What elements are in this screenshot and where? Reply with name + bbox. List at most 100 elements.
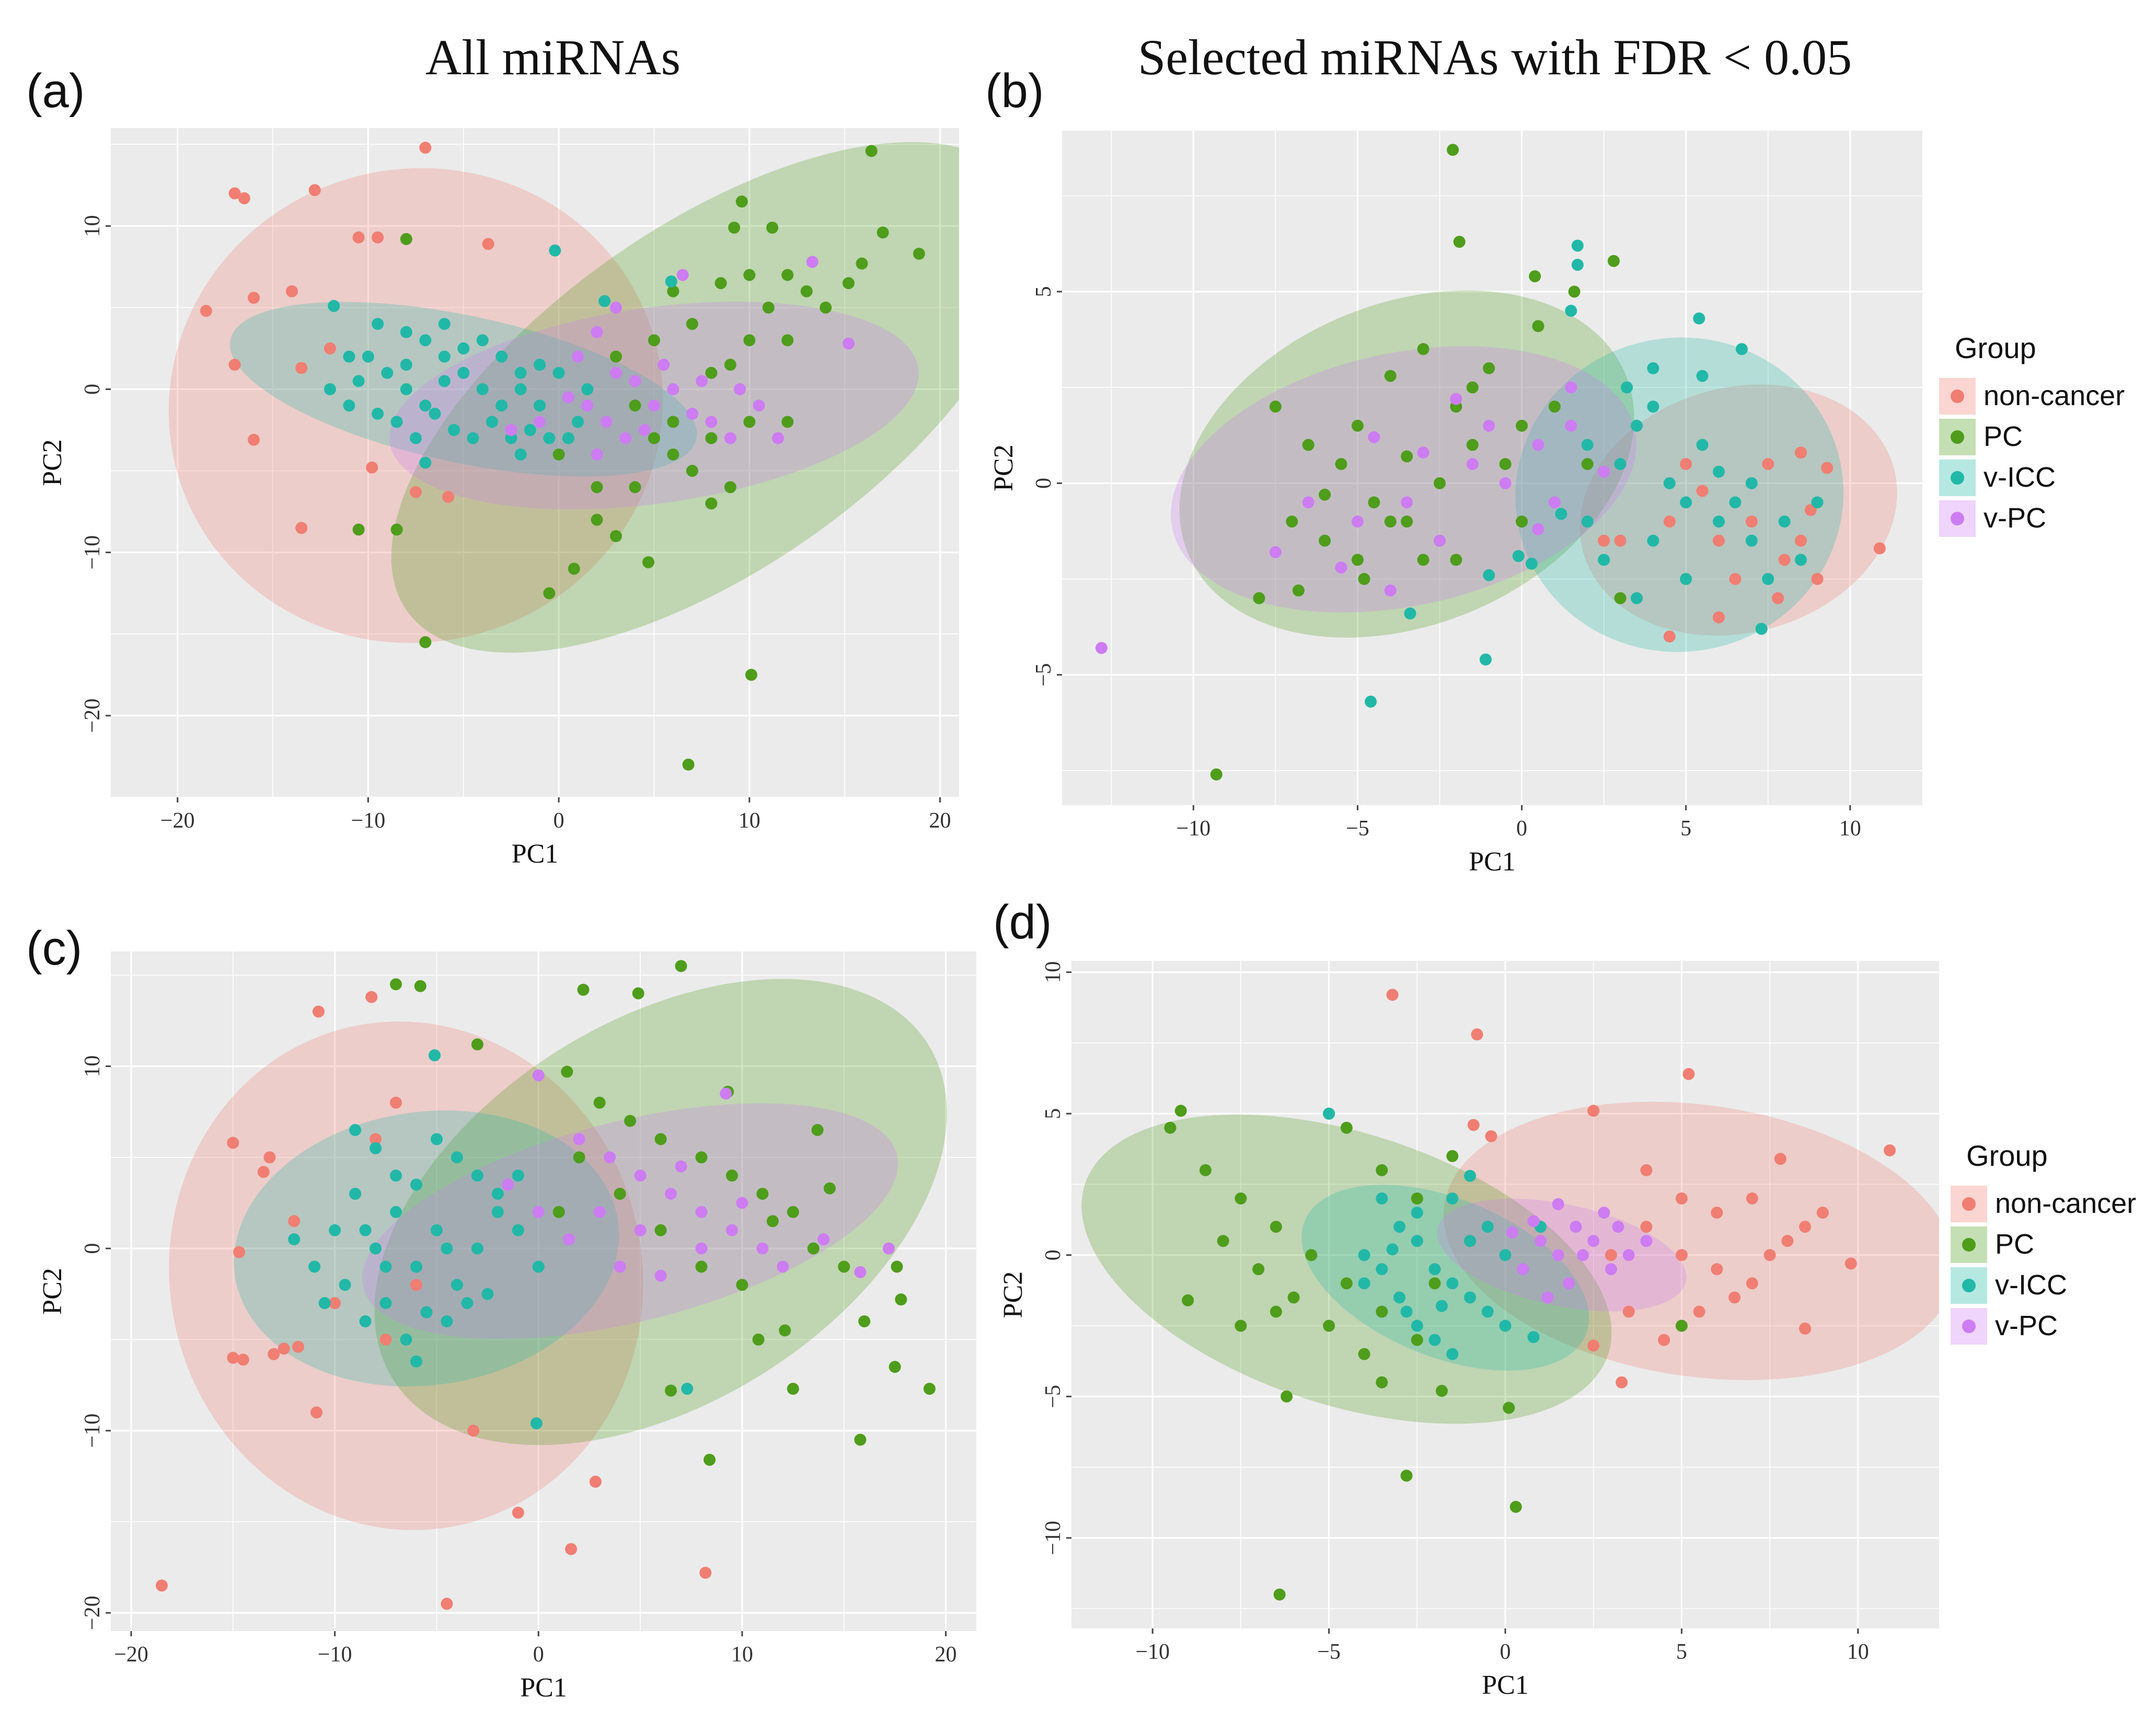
data-point-v-PC xyxy=(1368,431,1380,443)
y-axis-title: PC2 xyxy=(38,439,67,486)
data-point-PC xyxy=(856,257,868,270)
data-point-PC xyxy=(735,195,748,208)
data-point-non-cancer xyxy=(1598,534,1610,547)
data-point-v-ICC xyxy=(1555,508,1567,520)
data-point-PC xyxy=(1286,515,1298,528)
x-axis-title: PC1 xyxy=(1482,1670,1529,1700)
data-point-v-PC xyxy=(619,432,632,444)
y-tick-label: 0 xyxy=(80,384,105,395)
data-point-v-ICC xyxy=(476,383,489,396)
data-point-v-ICC xyxy=(308,1260,321,1273)
confidence-ellipse-v-ICC xyxy=(229,302,697,477)
legend-label-v-ICC: v-ICC xyxy=(1984,462,2056,493)
data-point-PC xyxy=(1607,255,1620,267)
data-point-v-ICC xyxy=(379,1297,392,1310)
data-point-v-PC xyxy=(532,1069,545,1082)
data-point-v-ICC xyxy=(1400,1305,1413,1318)
data-point-non-cancer xyxy=(329,1297,341,1310)
data-point-v-ICC xyxy=(1696,370,1709,382)
data-point-v-ICC xyxy=(359,1224,372,1236)
data-point-PC xyxy=(1235,1320,1247,1332)
legend-label-v-PC: v-PC xyxy=(1995,1310,2058,1341)
data-point-PC xyxy=(591,481,603,494)
data-point-v-PC xyxy=(705,416,718,428)
data-point-v-PC xyxy=(1552,1249,1564,1261)
data-point-PC xyxy=(745,669,757,681)
data-point-PC xyxy=(842,277,855,290)
data-point-PC xyxy=(1235,1192,1247,1205)
data-point-v-ICC xyxy=(530,1417,543,1430)
data-point-non-cancer xyxy=(1795,446,1807,459)
data-point-v-ICC xyxy=(390,416,403,428)
data-point-PC xyxy=(1292,584,1305,597)
x-tick-label: −5 xyxy=(1317,1640,1341,1664)
data-point-non-cancer xyxy=(257,1166,270,1178)
data-point-non-cancer xyxy=(1811,573,1824,586)
data-point-v-PC xyxy=(610,366,622,379)
data-point-v-ICC xyxy=(1755,623,1768,635)
data-point-PC xyxy=(865,145,878,157)
data-point-v-ICC xyxy=(1565,304,1577,317)
legend-dot-v-PC xyxy=(1962,1320,1976,1333)
data-point-PC xyxy=(648,334,660,347)
data-point-v-ICC xyxy=(1598,554,1610,566)
data-point-v-PC xyxy=(1605,1263,1617,1276)
data-point-v-PC xyxy=(610,301,622,314)
data-point-v-ICC xyxy=(390,1206,402,1218)
data-point-v-ICC xyxy=(512,1169,524,1182)
data-point-v-PC xyxy=(1417,446,1429,459)
data-point-PC xyxy=(552,448,565,461)
data-point-PC xyxy=(667,285,679,297)
data-point-PC xyxy=(1400,1470,1413,1482)
data-point-PC xyxy=(704,1453,716,1466)
data-point-non-cancer xyxy=(227,1137,239,1149)
data-point-PC xyxy=(728,221,741,234)
data-point-PC xyxy=(1351,554,1364,566)
data-point-v-PC xyxy=(665,1188,677,1200)
data-point-v-ICC xyxy=(598,295,611,307)
data-point-v-ICC xyxy=(400,359,412,371)
confidence-ellipse-PC xyxy=(374,979,947,1445)
data-point-v-ICC xyxy=(1525,557,1538,570)
data-point-PC xyxy=(1529,270,1541,283)
data-point-PC xyxy=(752,1333,765,1346)
data-point-PC xyxy=(1428,1277,1441,1290)
data-point-v-ICC xyxy=(514,448,527,461)
data-point-v-PC xyxy=(563,1233,575,1246)
data-point-PC xyxy=(1503,1402,1515,1414)
data-point-non-cancer xyxy=(1711,1207,1723,1219)
x-axis-title: PC1 xyxy=(520,1673,567,1703)
data-point-non-cancer xyxy=(310,1406,323,1419)
x-tick-label: 20 xyxy=(929,809,951,833)
data-point-PC xyxy=(1411,1192,1423,1205)
data-point-non-cancer xyxy=(248,292,260,304)
data-point-v-ICC xyxy=(1411,1207,1423,1219)
plot-background xyxy=(111,951,976,1631)
data-point-v-ICC xyxy=(471,1169,483,1182)
data-point-v-PC xyxy=(1598,465,1610,478)
data-point-PC xyxy=(779,1324,791,1337)
data-point-PC xyxy=(714,277,727,290)
data-point-PC xyxy=(390,523,403,536)
x-tick-label: 10 xyxy=(1839,817,1861,841)
y-tick-label: 5 xyxy=(1041,1108,1065,1119)
confidence-ellipse-v-ICC xyxy=(234,1110,619,1387)
data-point-v-ICC xyxy=(1499,1320,1512,1332)
panel-c-chart: −20 −10 0 10 20 −20 −10 0 10 PC1 PC2 xyxy=(38,951,976,1703)
data-point-v-ICC xyxy=(1464,1291,1477,1304)
data-point-v-ICC xyxy=(1481,1305,1494,1318)
data-point-non-cancer xyxy=(1712,611,1725,624)
data-point-PC xyxy=(725,1169,738,1182)
data-point-non-cancer xyxy=(1746,1192,1758,1205)
data-point-PC xyxy=(800,285,813,297)
data-point-PC xyxy=(787,1382,799,1395)
data-point-v-PC xyxy=(1450,393,1462,405)
data-point-v-ICC xyxy=(1358,1277,1370,1290)
data-point-PC xyxy=(823,1182,836,1195)
data-point-v-PC xyxy=(854,1266,867,1278)
legend-label-v-ICC: v-ICC xyxy=(1995,1269,2067,1301)
data-point-PC xyxy=(1499,458,1512,471)
data-point-PC xyxy=(762,301,775,314)
data-point-non-cancer xyxy=(227,1351,239,1364)
